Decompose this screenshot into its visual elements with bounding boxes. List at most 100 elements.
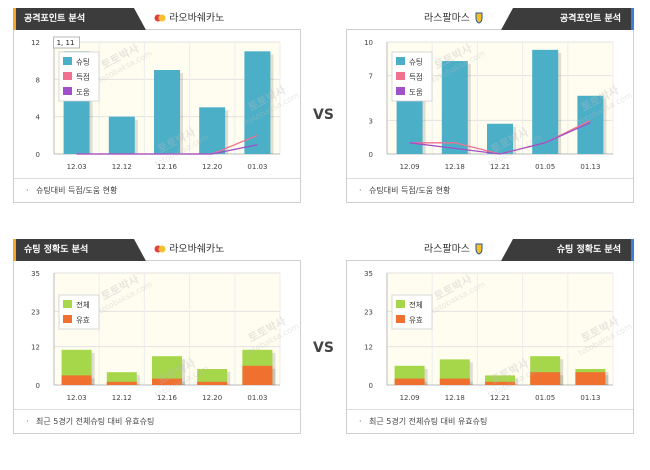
bar-유효: [197, 381, 228, 385]
tab-accent-bar: [13, 8, 16, 30]
section-title: 공격포인트 분석: [559, 14, 621, 24]
bar-전체: [197, 369, 228, 385]
bar-슈팅: [532, 49, 559, 155]
bullet-icon: ·: [359, 417, 362, 426]
bar-shadow: [272, 352, 276, 385]
bar-슈팅: [487, 123, 513, 154]
team-name-text: 라오바쉐카노: [169, 244, 225, 255]
x-tick-label: 01.13: [580, 394, 600, 402]
bullet-icon: ·: [26, 186, 29, 195]
section-title: 슈팅 정확도 분석: [24, 245, 89, 255]
header-rule: [346, 29, 501, 30]
tab-slant: [134, 239, 146, 261]
bar-슈팅: [244, 51, 271, 154]
x-tick-label: 12.12: [112, 394, 132, 402]
x-tick-label: 12.21: [490, 163, 510, 171]
bar-유효: [106, 381, 137, 385]
legend-swatch: [63, 315, 72, 323]
chart-box: 0 4 8 12 12.03 12.12 12.16 12.20 01.03 1, 11 슈팅 득점 도…: [13, 30, 301, 203]
bar-슈팅: [441, 61, 468, 154]
header-rule: [146, 29, 301, 30]
panel-header: 라스팔마스 공격포인트 분석: [346, 8, 634, 30]
chart-note-text: 최근 5경기 전체슈팅 대비 유효슈팅: [36, 417, 155, 426]
legend-swatch: [396, 315, 405, 323]
chart-attack-home: 0 4 8 12 12.03 12.12 12.16 12.20 01.03 1, 11 슈팅득점도…: [31, 36, 300, 171]
y-tick-label: 12: [364, 344, 373, 352]
bar-유효: [394, 378, 425, 385]
bar-유효: [439, 378, 470, 385]
bar-전체: [106, 372, 137, 385]
team-name-text: 라오바쉐카노: [169, 13, 225, 24]
x-tick-label: 01.03: [247, 394, 267, 402]
x-tick-label: 12.18: [445, 394, 465, 402]
x-tick-label: 12.16: [157, 163, 178, 171]
bar-shadow: [422, 78, 426, 154]
y-tick-label: 23: [31, 308, 40, 316]
panel-accuracy-home: 슈팅 정확도 분석 라오바쉐카노 0 12 23 35 12.03 12.12 12.16 1…: [13, 239, 301, 461]
panel-header: 라스팔마스 슈팅 정확도 분석: [346, 239, 634, 261]
panel-header: 슈팅 정확도 분석 라오바쉐카노: [13, 239, 301, 261]
x-tick-label: 01.05: [535, 394, 555, 402]
y-tick-label: 12: [31, 39, 40, 47]
legend-label: 전체: [76, 300, 90, 310]
bar-shadow: [515, 378, 518, 385]
vs-label-top: VS: [313, 107, 334, 123]
bar-shadow: [270, 54, 274, 154]
line-도움: [409, 122, 591, 155]
legend-label: 유효: [76, 316, 90, 325]
bar-유효: [485, 381, 515, 385]
tooltip-box: [53, 36, 80, 49]
bar-슈팅: [154, 70, 180, 154]
bar-shadow: [182, 381, 185, 385]
vs-label-bottom: VS: [313, 340, 334, 356]
chart-note-text: 슈팅대비 득점/도움 현황: [36, 186, 118, 195]
chart-note-text: 슈팅대비 득점/도움 현황: [369, 186, 451, 195]
tab-accent-bar: [631, 239, 634, 261]
y-tick-label: 4: [36, 114, 41, 122]
tab-slant: [501, 239, 513, 261]
legend-swatch: [63, 72, 72, 80]
section-tab: 공격포인트 분석: [16, 8, 134, 30]
bar-shadow: [603, 98, 607, 154]
chart-note: · 최근 5경기 전체슈팅 대비 유효슈팅: [14, 409, 300, 434]
bar-전체: [485, 375, 515, 385]
y-tick-label: 3: [369, 117, 373, 125]
y-tick-label: 35: [364, 270, 373, 278]
bar-유효: [61, 375, 92, 385]
bar-shadow: [513, 126, 516, 154]
tab-accent-bar: [631, 8, 634, 30]
legend-label: 슈팅: [76, 57, 90, 67]
bar-유효: [530, 372, 561, 385]
section-title: 슈팅 정확도 분석: [556, 245, 621, 255]
bar-shadow: [605, 372, 609, 385]
x-tick-label: 12.03: [67, 163, 87, 171]
legend-label: 도움: [76, 88, 90, 97]
section-tab: 공격포인트 분석: [513, 8, 631, 30]
legend-swatch: [396, 72, 405, 80]
x-tick-label: 12.09: [400, 394, 420, 402]
legend-label: 득점: [409, 72, 423, 82]
header-rule: [346, 260, 501, 261]
bar-shadow: [560, 359, 564, 385]
x-tick-label: 12.20: [202, 394, 222, 402]
team-name-text: 라스팔마스: [424, 13, 470, 24]
x-tick-label: 01.13: [580, 163, 600, 171]
panel-header: 공격포인트 분석 라오바쉐카노: [13, 8, 301, 30]
team-name: 라스팔마스: [424, 243, 485, 257]
bar-shadow: [91, 352, 95, 385]
bar-shadow: [180, 73, 183, 154]
chart-note: · 최근 5경기 전체슈팅 대비 유효슈팅: [347, 409, 633, 434]
y-tick-label: 0: [36, 151, 40, 159]
team-logo-icon: [475, 243, 483, 255]
bar-shadow: [182, 359, 185, 385]
bar-shadow: [424, 381, 428, 385]
bar-유효: [152, 378, 182, 385]
panel-attack-away: 라스팔마스 공격포인트 분석 0 3 7 10 12.09 12.18 12.21 01.05…: [346, 8, 634, 230]
legend-swatch: [396, 300, 405, 308]
bar-shadow: [227, 372, 231, 385]
bar-shadow: [134, 119, 138, 154]
y-tick-label: 0: [36, 382, 40, 390]
header-rule: [146, 260, 301, 261]
bar-shadow: [469, 381, 473, 385]
chart-note: · 슈팅대비 득점/도움 현황: [347, 178, 633, 203]
